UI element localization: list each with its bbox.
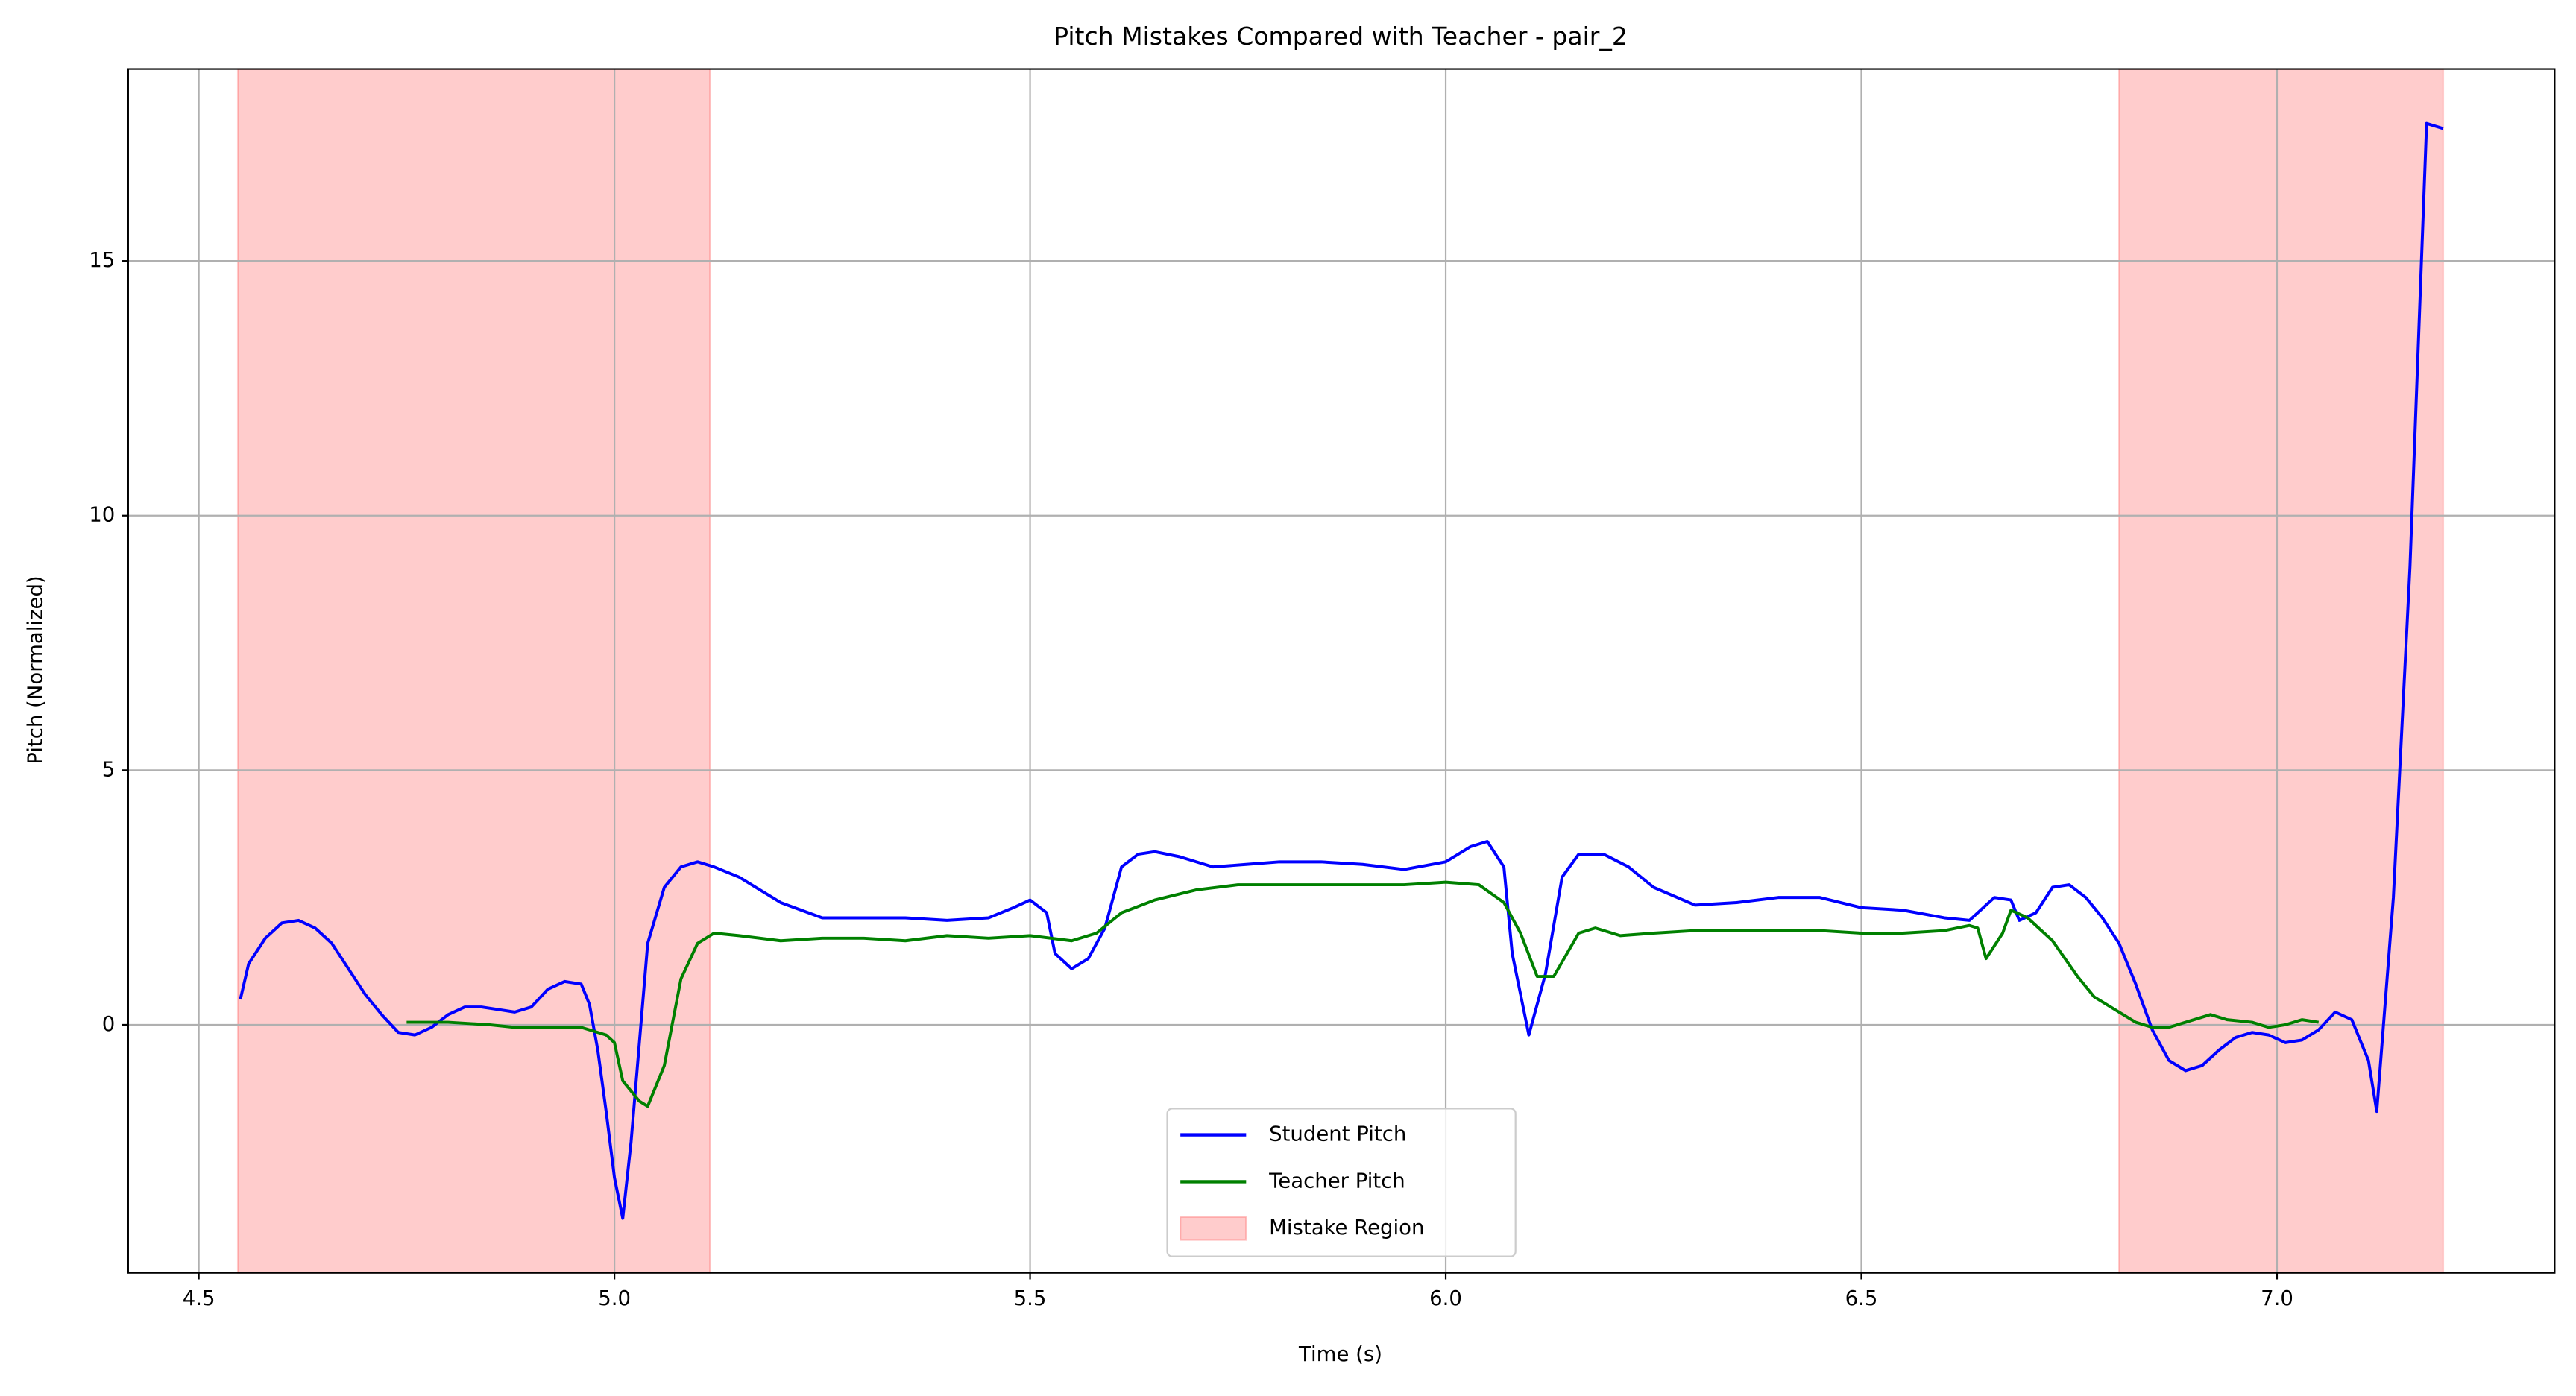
y-tick-label: 10 <box>89 503 115 527</box>
x-tick-label: 6.0 <box>1429 1286 1462 1310</box>
line <box>406 880 2320 1108</box>
plot-frame <box>127 68 2556 1274</box>
y-tick-label: 15 <box>89 248 115 272</box>
x-tick-label: 6.5 <box>1845 1286 1878 1310</box>
legend-box <box>1166 1108 1517 1257</box>
mistake-region <box>2118 68 2445 1274</box>
chart-title: Pitch Mistakes Compared with Teacher - p… <box>1054 22 1628 51</box>
legend-label: Teacher Pitch <box>1268 1169 1405 1193</box>
legend-swatch <box>1180 1216 1247 1241</box>
y-tick-label: 0 <box>102 1012 116 1036</box>
y-axis-label: Pitch (Normalized) <box>23 575 47 764</box>
x-axis-label: Time (s) <box>1298 1342 1382 1366</box>
y-tick-label: 5 <box>102 757 116 781</box>
line <box>239 121 2444 1220</box>
legend-label: Student Pitch <box>1269 1122 1406 1146</box>
x-tick-label: 7.0 <box>2261 1286 2293 1310</box>
x-tick-label: 5.0 <box>598 1286 631 1310</box>
x-tick-label: 4.5 <box>183 1286 215 1310</box>
mistake-region <box>236 68 711 1274</box>
legend: Student Pitch Teacher Pitch Mistake Region <box>1166 1108 1517 1257</box>
x-tick-label: 5.5 <box>1014 1286 1047 1310</box>
legend-label: Mistake Region <box>1269 1216 1424 1239</box>
